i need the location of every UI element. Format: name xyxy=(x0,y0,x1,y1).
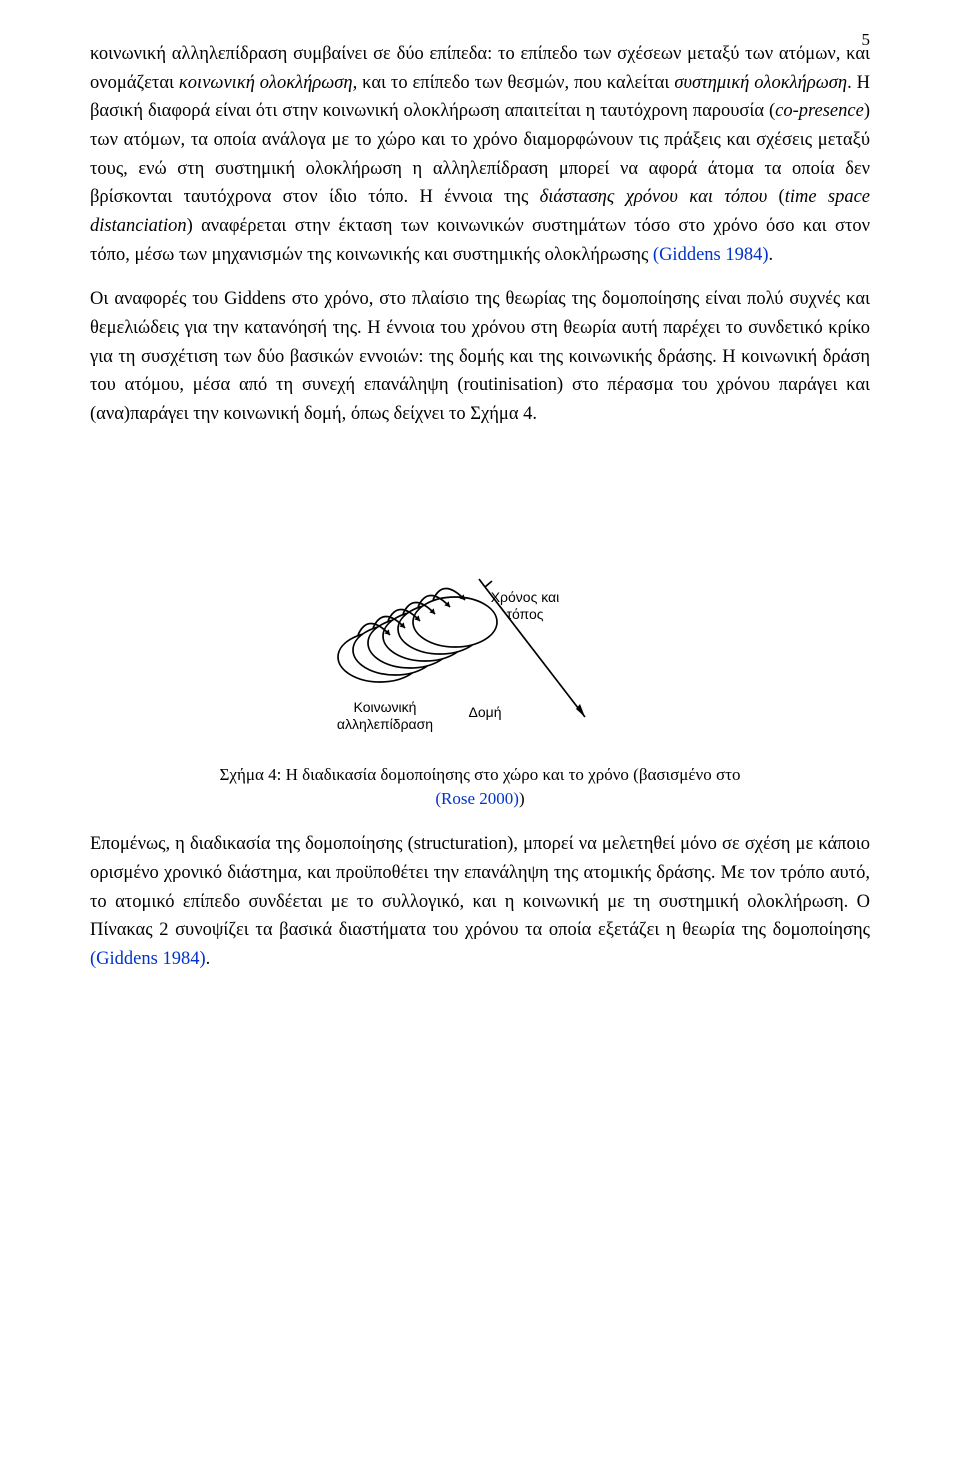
caption-text: Σχήμα 4: Η διαδικασία δομοποίησης στο χώ… xyxy=(220,765,741,784)
page-number: 5 xyxy=(862,30,871,50)
citation-link[interactable]: (Giddens 1984) xyxy=(90,949,206,969)
italic-text: co-presence xyxy=(775,101,864,121)
label-time-place-1: Χρόνος και xyxy=(491,589,560,605)
text: ( xyxy=(767,187,785,207)
label-structure: Δομή xyxy=(469,704,502,720)
text: . xyxy=(206,949,211,969)
label-social-2: αλληλεπίδραση xyxy=(337,716,433,732)
paragraph-1: κοινωνική αλληλεπίδραση συμβαίνει σε δύο… xyxy=(90,40,870,269)
label-time-place-2: τόπος xyxy=(506,606,543,622)
label-social-1: Κοινωνική xyxy=(354,699,417,715)
text: . xyxy=(769,245,774,265)
paragraph-2: Οι αναφορές του Giddens στο χρόνο, στο π… xyxy=(90,285,870,428)
citation-link[interactable]: (Giddens 1984) xyxy=(653,245,769,265)
caption-text: ) xyxy=(519,789,525,808)
text: Επομένως, η διαδικασία της δομοποίησης (… xyxy=(90,834,870,940)
italic-text: συστημική ολοκλήρωση xyxy=(674,73,847,93)
italic-text: κοινωνική ολοκλήρωση xyxy=(179,73,353,93)
italic-text: διάστασης χρόνου και τόπου xyxy=(540,187,768,207)
text: , και το επίπεδο των θεσμών, που καλείτα… xyxy=(353,73,675,93)
figure-caption: Σχήμα 4: Η διαδικασία δομοποίησης στο χώ… xyxy=(220,763,741,811)
structuration-diagram: Χρόνος και τόπος Κοινωνική αλληλεπίδραση… xyxy=(270,457,690,757)
citation-link[interactable]: (Rose 2000) xyxy=(435,789,519,808)
figure-4: Χρόνος και τόπος Κοινωνική αλληλεπίδραση… xyxy=(90,457,870,811)
paragraph-3: Επομένως, η διαδικασία της δομοποίησης (… xyxy=(90,830,870,973)
